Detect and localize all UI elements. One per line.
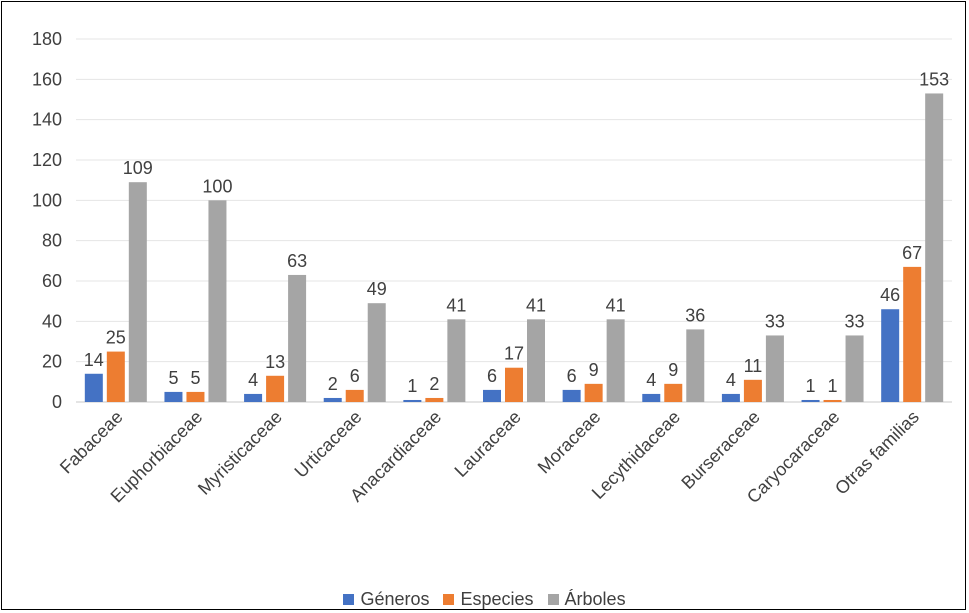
data-label: 41 <box>446 295 466 315</box>
bar-géneros <box>881 309 900 402</box>
legend: Géneros Especies Árboles <box>0 589 969 610</box>
data-label: 1 <box>407 376 417 396</box>
y-tick-label: 0 <box>52 392 62 412</box>
bars <box>84 93 944 402</box>
bar-especies <box>505 367 523 402</box>
category-label: Otras familias <box>831 407 923 499</box>
data-label: 5 <box>190 368 200 388</box>
legend-item: Árboles <box>547 589 626 610</box>
data-label: 25 <box>106 328 126 348</box>
y-tick-label: 160 <box>32 69 62 89</box>
bar-especies <box>823 399 842 402</box>
bar-géneros <box>483 389 501 402</box>
data-label: 4 <box>726 370 736 390</box>
bar-árboles <box>845 335 864 402</box>
category-label: Myristicaceae <box>194 407 286 499</box>
data-label: 2 <box>429 374 439 394</box>
bar-árboles <box>128 182 147 402</box>
bar-géneros <box>323 397 342 402</box>
bar-especies <box>345 389 364 402</box>
data-label: 100 <box>202 176 232 196</box>
data-label: 4 <box>646 370 656 390</box>
bar-árboles <box>447 319 466 402</box>
data-label: 6 <box>350 366 360 386</box>
y-tick-label: 140 <box>32 110 62 130</box>
bar-árboles <box>288 274 307 402</box>
bar-géneros <box>84 373 103 402</box>
y-tick-label: 180 <box>32 29 62 49</box>
bar-especies <box>106 351 125 402</box>
data-label: 67 <box>902 243 922 263</box>
category-label: Moraceae <box>534 407 605 478</box>
data-label: 46 <box>880 285 900 305</box>
bar-especies <box>903 266 922 402</box>
category-label: Burseraceae <box>677 407 763 493</box>
data-label: 6 <box>487 366 497 386</box>
y-axis-ticks: 0 20 40 60 80 100 120 140 160 180 <box>32 29 62 412</box>
bar-especies <box>266 375 285 402</box>
bar-árboles <box>367 303 386 402</box>
data-label: 153 <box>919 69 949 89</box>
data-label: 109 <box>123 158 153 178</box>
data-label: 9 <box>668 360 678 380</box>
data-label: 1 <box>828 376 838 396</box>
bar-árboles <box>606 319 625 402</box>
data-label: 33 <box>845 311 865 331</box>
data-label: 6 <box>567 366 577 386</box>
y-tick-label: 60 <box>42 271 62 291</box>
bar-géneros <box>642 393 661 402</box>
bar-árboles <box>208 200 227 402</box>
data-label: 9 <box>589 360 599 380</box>
legend-swatch <box>547 594 559 605</box>
bar-especies <box>584 383 603 402</box>
legend-item: Géneros <box>343 589 429 610</box>
bar-árboles <box>686 329 705 402</box>
y-tick-label: 80 <box>42 231 62 251</box>
data-label: 41 <box>526 295 546 315</box>
bar-árboles <box>765 335 784 402</box>
bar-árboles <box>925 93 944 402</box>
bar-géneros <box>403 399 422 402</box>
legend-label: Géneros <box>360 589 430 609</box>
bar-géneros <box>164 391 183 402</box>
legend-swatch <box>343 594 355 605</box>
bar-especies <box>186 391 205 402</box>
legend-swatch <box>443 594 455 605</box>
y-tick-label: 20 <box>42 352 62 372</box>
legend-label: Árboles <box>564 589 626 609</box>
data-label: 13 <box>265 352 285 372</box>
bar-árboles <box>527 319 545 402</box>
data-label: 5 <box>168 368 178 388</box>
data-label: 33 <box>765 311 785 331</box>
legend-label: Especies <box>460 589 534 609</box>
category-label: Lauraceae <box>451 407 525 481</box>
bar-especies <box>664 383 683 402</box>
data-label: 49 <box>367 279 387 299</box>
category-label: Fabaceae <box>56 407 127 478</box>
bar-géneros <box>721 393 740 402</box>
y-tick-label: 120 <box>32 150 62 170</box>
category-label: Urticaceae <box>291 407 366 482</box>
bar-géneros <box>244 393 263 402</box>
data-label: 63 <box>287 251 307 271</box>
bar-especies <box>743 379 762 402</box>
legend-item: Especies <box>443 589 534 610</box>
data-label: 4 <box>248 370 258 390</box>
data-label: 1 <box>806 376 816 396</box>
data-label: 36 <box>685 305 705 325</box>
data-label: 41 <box>606 295 626 315</box>
data-label: 11 <box>744 356 763 376</box>
bar-especies <box>425 397 444 402</box>
data-label: 14 <box>84 350 104 370</box>
bar-géneros <box>562 389 581 402</box>
data-label: 17 <box>504 344 524 364</box>
y-tick-label: 40 <box>42 311 62 331</box>
data-label: 2 <box>328 374 338 394</box>
y-tick-label: 100 <box>32 190 62 210</box>
bar-géneros <box>801 399 820 402</box>
